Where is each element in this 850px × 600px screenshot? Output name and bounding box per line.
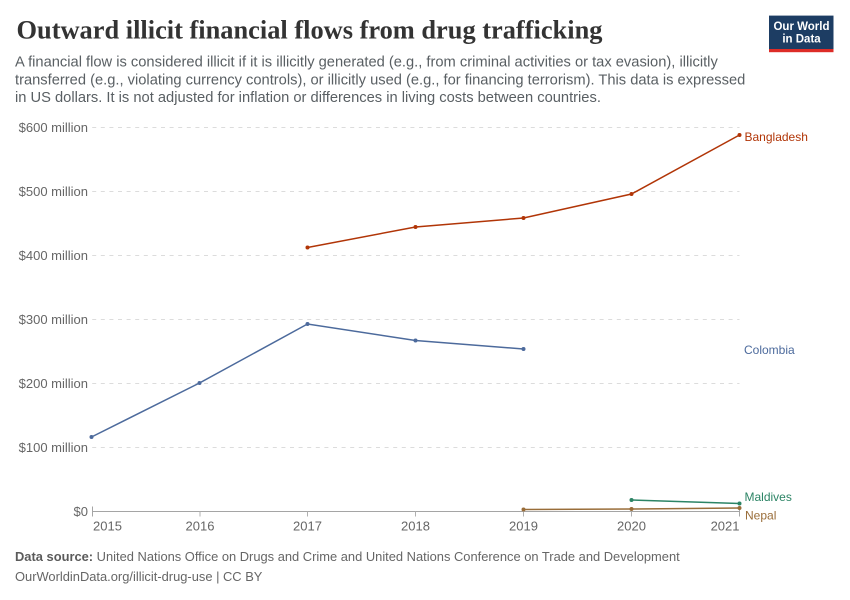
svg-text:Our World: Our World [773,21,829,33]
svg-text:2016: 2016 [186,519,215,534]
svg-text:Nepal: Nepal [745,509,776,523]
svg-text:Colombia: Colombia [744,343,795,357]
svg-text:Data source: United Nations Of: Data source: United Nations Office on Dr… [15,549,680,564]
svg-text:Outward illicit financial flow: Outward illicit financial flows from dru… [17,15,603,45]
svg-text:in Data: in Data [782,34,821,46]
svg-text:2019: 2019 [509,519,538,534]
svg-text:2020: 2020 [617,519,646,534]
svg-text:Maldives: Maldives [745,490,792,504]
svg-text:$600 million: $600 million [19,120,88,135]
svg-text:$500 million: $500 million [19,184,88,199]
svg-text:A financial flow is considered: A financial flow is considered illicit i… [15,55,718,71]
svg-text:$100 million: $100 million [19,440,88,455]
svg-text:$0: $0 [74,504,88,519]
svg-text:2015: 2015 [93,519,122,534]
svg-text:transferred (e.g., violating c: transferred (e.g., violating currency co… [15,72,745,88]
svg-text:2021: 2021 [711,519,740,534]
svg-text:Bangladesh: Bangladesh [745,130,808,144]
svg-text:$400 million: $400 million [19,248,88,263]
svg-text:2017: 2017 [293,519,322,534]
svg-text:in US dollars. It is not adjus: in US dollars. It is not adjusted for in… [15,90,601,106]
svg-text:$300 million: $300 million [19,312,88,327]
svg-text:$200 million: $200 million [19,376,88,391]
svg-text:2018: 2018 [401,519,430,534]
svg-text:OurWorldinData.org/illicit-dru: OurWorldinData.org/illicit-drug-use | CC… [15,569,263,584]
